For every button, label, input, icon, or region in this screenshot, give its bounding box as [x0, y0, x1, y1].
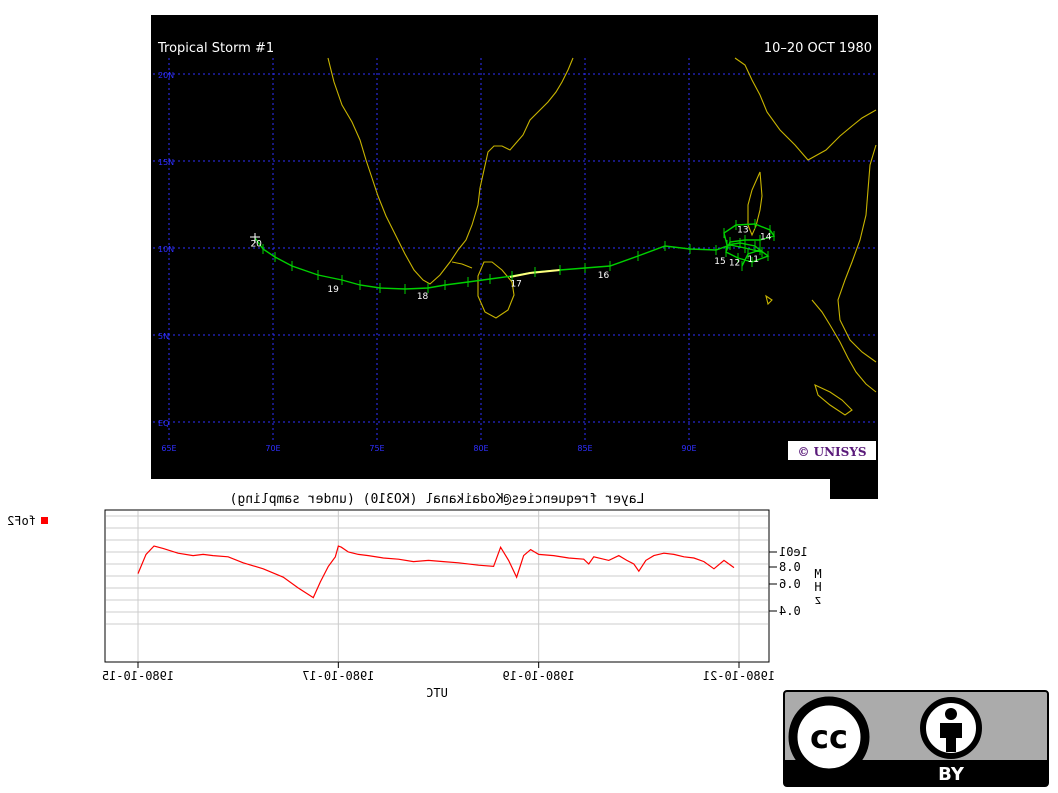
cc-icon: [788, 696, 870, 778]
plot-area: [104, 509, 770, 663]
coastline-segment: [477, 261, 515, 319]
lon-tick-label: 90E: [681, 444, 696, 453]
x-tick-labels: 1980-10-15 1980-10-17 1980-10-19 1980-10-21: [102, 662, 775, 683]
coastline-segment: [747, 171, 763, 237]
day-label: 18: [417, 292, 429, 302]
coastline-segment: [837, 144, 877, 363]
y-tick-label: 0.4: [779, 604, 801, 618]
coastline-segment: [734, 57, 877, 161]
y-tick-label: 0.6: [779, 577, 801, 591]
x-axis-label: UTC: [426, 686, 448, 700]
y-axis-label-letter: z: [814, 593, 821, 607]
day-label: 20: [250, 240, 262, 250]
track-highlight-segment: [509, 269, 561, 278]
x-tick-label: 1980-10-19: [503, 669, 575, 683]
unisys-logo: © UNISYS: [797, 445, 866, 459]
plot-mirror-group: 1980-10-15 1980-10-17 1980-10-19 1980-10-21…: [7, 492, 822, 700]
day-label: 17: [510, 280, 521, 290]
cc-by-license-badge: cc BY: [783, 690, 1049, 787]
x-tick-label: 1980-10-17: [302, 669, 374, 683]
lon-tick-label: 70E: [265, 444, 280, 453]
map-title: Tropical Storm #1: [157, 41, 274, 56]
day-label: 15: [714, 257, 725, 267]
lat-tick-label: EQ: [158, 419, 169, 428]
coastline-segment: [327, 57, 574, 285]
cc-icon-text: cc: [810, 718, 848, 756]
coastline-segment: [811, 299, 877, 393]
y-axis-label: MHz: [814, 567, 821, 607]
lat-tick-label: 10N: [158, 245, 174, 254]
coastline-segment: [765, 294, 773, 306]
y-axis-label-letter: H: [814, 580, 821, 594]
map-date-range: 10–20 OCT 1980: [764, 41, 872, 56]
lat-tick-label: 20N: [158, 71, 174, 80]
storm-track: [250, 219, 776, 294]
lon-tick-label: 65E: [161, 444, 176, 453]
unisys-logo-box: [788, 441, 876, 460]
person-head: [945, 708, 957, 720]
person-body: [940, 723, 962, 752]
day-label: 14: [760, 233, 772, 243]
map-right-strip: [830, 460, 878, 499]
legend-label: foF2: [7, 514, 36, 528]
foF2-series-line: [137, 545, 735, 599]
lon-tick-label: 80E: [473, 444, 488, 453]
day-label: 13: [737, 226, 748, 236]
lat-tick-label: 15N: [158, 158, 174, 167]
lon-tick-label: 75E: [369, 444, 384, 453]
legend-marker: [41, 517, 48, 524]
by-label: BY: [938, 764, 965, 785]
y-tick-label: 1e01: [779, 545, 808, 559]
day-label: 19: [327, 285, 339, 295]
coastline-segment: [814, 383, 853, 416]
latitude-labels: 20N 15N 10N 5N EQ: [158, 71, 174, 428]
x-tick-label: 1980-10-21: [703, 669, 775, 683]
day-labels: 20 19 18 17 16 15 12 11 13 14: [250, 226, 771, 302]
day-label: 12: [729, 259, 740, 269]
y-tick-label: 0.8: [779, 560, 801, 574]
day-label: 16: [598, 271, 610, 281]
lon-tick-label: 85E: [577, 444, 592, 453]
x-tick-label: 1980-10-15: [102, 669, 174, 683]
coastline-segment: [451, 261, 473, 269]
coastlines: [327, 57, 877, 416]
longitude-labels: 65E 70E 75E 80E 85E 90E: [161, 444, 696, 453]
plot-gridlines: [106, 511, 768, 661]
storm-track-map: 20 19 18 17 16 15 12 11 13 14 20N 15N 10N 5N EQ 65E 70…: [151, 15, 878, 499]
y-axis-label-letter: M: [814, 567, 821, 581]
lat-tick-label: 5N: [158, 332, 169, 341]
plot-title: Layer frequencies@Kodaikanal (KO310) (un…: [230, 492, 645, 507]
day-label: 11: [748, 255, 759, 265]
